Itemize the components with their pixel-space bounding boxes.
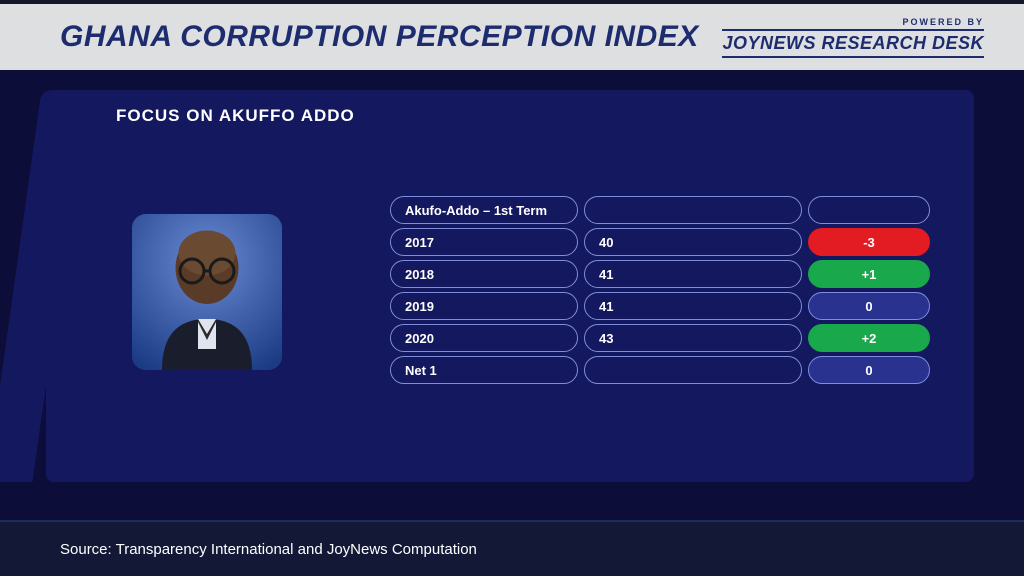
main-panel: FOCUS ON AKUFFO ADDO Akufo-Addo – 1st Te… xyxy=(46,90,974,482)
cell-change-neutral: 0 xyxy=(808,292,930,320)
cell-value: 43 xyxy=(584,324,802,352)
table-row: 2017 40 -3 xyxy=(390,228,936,256)
table-row: Net 1 0 xyxy=(390,356,936,384)
cell-change-negative: -3 xyxy=(808,228,930,256)
cell-label: 2018 xyxy=(390,260,578,288)
cell-value xyxy=(584,356,802,384)
cell-value xyxy=(584,196,802,224)
brand-top-label: POWERED BY xyxy=(722,17,984,27)
brand-main-label: JOYNEWS RESEARCH DESK xyxy=(722,29,984,58)
cell-label: 2017 xyxy=(390,228,578,256)
cell-change-positive: +2 xyxy=(808,324,930,352)
cell-change-positive: +1 xyxy=(808,260,930,288)
page-title: GHANA CORRUPTION PERCEPTION INDEX xyxy=(60,20,699,54)
cell-label: 2020 xyxy=(390,324,578,352)
table-row: 2018 41 +1 xyxy=(390,260,936,288)
cell-value: 41 xyxy=(584,260,802,288)
table-row: 2019 41 0 xyxy=(390,292,936,320)
panel-subtitle: FOCUS ON AKUFFO ADDO xyxy=(116,106,355,126)
cell-label: Akufo-Addo – 1st Term xyxy=(390,196,578,224)
brand-block: POWERED BY JOYNEWS RESEARCH DESK xyxy=(722,17,984,58)
cell-label: Net 1 xyxy=(390,356,578,384)
cell-change xyxy=(808,196,930,224)
cell-value: 41 xyxy=(584,292,802,320)
cell-value: 40 xyxy=(584,228,802,256)
subject-portrait xyxy=(132,214,282,370)
cell-label: 2019 xyxy=(390,292,578,320)
source-line: Source: Transparency International and J… xyxy=(60,541,477,558)
cpi-table: Akufo-Addo – 1st Term 2017 40 -3 2018 41… xyxy=(390,196,936,388)
cell-change-neutral: 0 xyxy=(808,356,930,384)
header: GHANA CORRUPTION PERCEPTION INDEX POWERE… xyxy=(0,0,1024,70)
table-row: Akufo-Addo – 1st Term xyxy=(390,196,936,224)
portrait-placeholder-icon xyxy=(132,214,282,370)
table-row: 2020 43 +2 xyxy=(390,324,936,352)
